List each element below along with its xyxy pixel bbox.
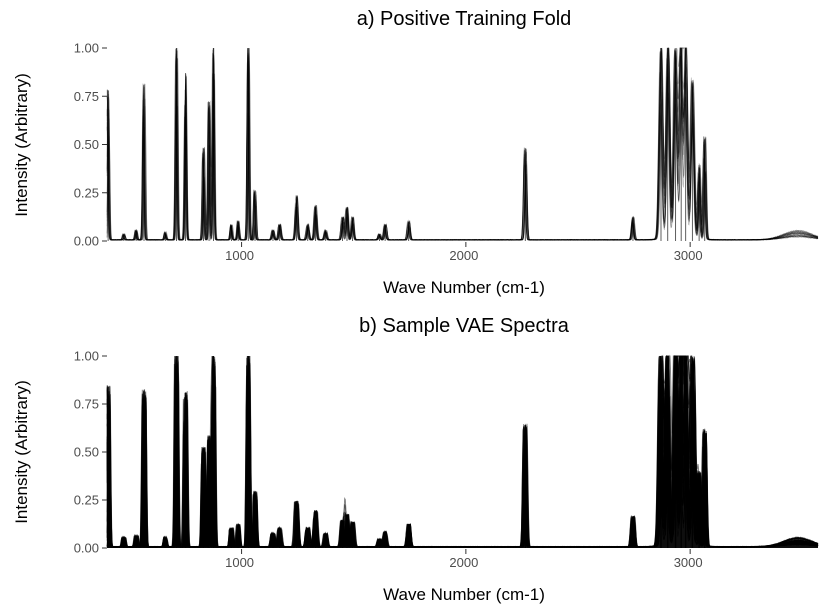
x-tick-label: 1000	[225, 555, 254, 570]
axis-ticks: 0.00 0.25 0.50 0.75 1.00 1000 2000 3000	[74, 41, 703, 264]
y-tick-label: 0.50	[74, 445, 99, 460]
spectrum-line	[106, 47, 819, 241]
y-tick-label: 0.25	[74, 493, 99, 508]
x-tick-label: 3000	[674, 555, 703, 570]
panel-sample-vae-spectra: b) Sample VAE Spectra Intensity (Arbitra…	[12, 315, 819, 604]
x-tick-label: 1000	[225, 248, 254, 263]
y-tick-label: 1.00	[74, 41, 99, 56]
x-tick-label: 3000	[674, 248, 703, 263]
y-axis-title: Intensity (Arbitrary)	[12, 73, 31, 217]
y-tick-label: 0.00	[74, 541, 99, 556]
y-tick-label: 0.50	[74, 137, 99, 152]
x-axis-title: Wave Number (cm-1)	[383, 278, 545, 297]
y-tick-label: 0.25	[74, 185, 99, 200]
x-tick-label: 2000	[449, 248, 478, 263]
axis-ticks: 0.00 0.25 0.50 0.75 1.00 1000 2000 3000	[74, 349, 703, 571]
y-tick-label: 0.75	[74, 397, 99, 412]
y-tick-label: 0.75	[74, 89, 99, 104]
panel-positive-training-fold: a) Positive Training Fold Intensity (Arb…	[12, 8, 819, 297]
panel-title: a) Positive Training Fold	[357, 8, 572, 30]
y-tick-label: 1.00	[74, 349, 99, 364]
spectra-lines	[106, 47, 819, 241]
x-tick-label: 2000	[449, 555, 478, 570]
x-axis-title: Wave Number (cm-1)	[383, 585, 545, 604]
spectrum-line	[106, 47, 819, 241]
y-tick-label: 0.00	[74, 234, 99, 249]
y-axis-title: Intensity (Arbitrary)	[12, 380, 31, 524]
spectra-lines	[106, 354, 819, 549]
panel-title: b) Sample VAE Spectra	[359, 315, 570, 337]
